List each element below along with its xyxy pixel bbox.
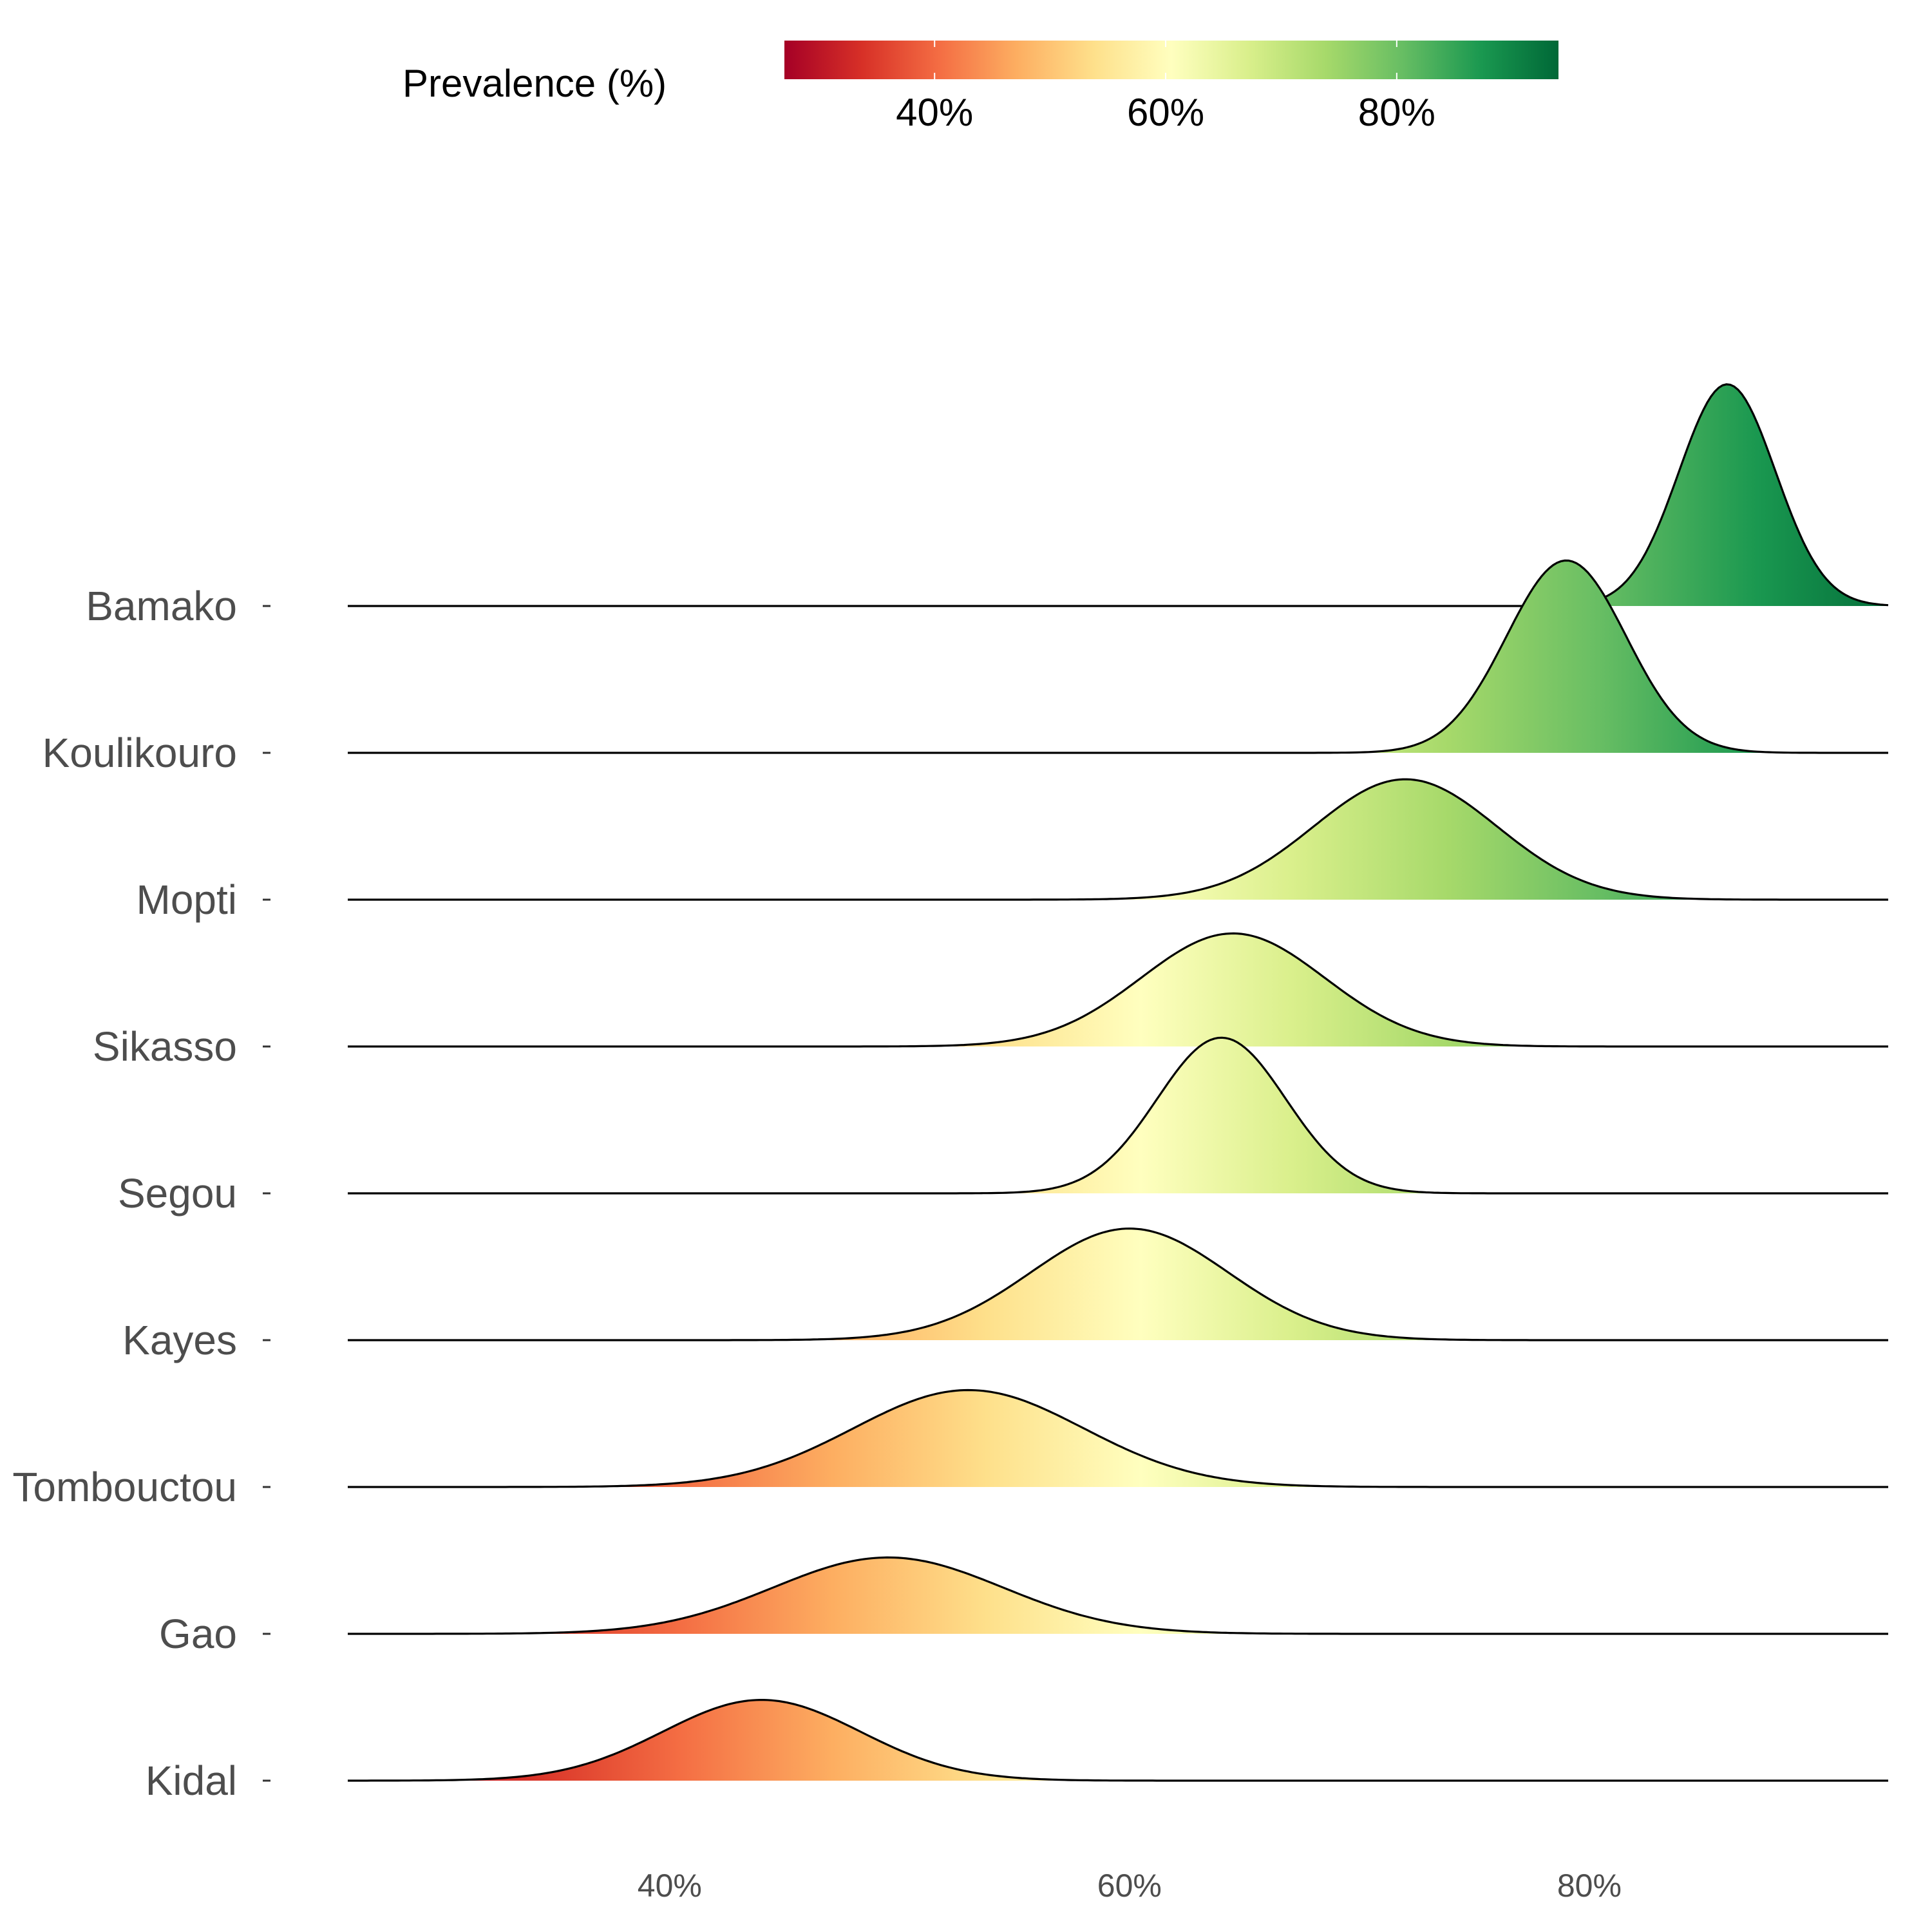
- ridge-line-segou: [348, 1036, 1888, 1195]
- legend-title: Prevalence (%): [402, 62, 667, 105]
- y-label-kayes: Kayes: [122, 1317, 237, 1363]
- y-label-mopti: Mopti: [137, 876, 238, 923]
- legend-colorbar: [784, 41, 1558, 79]
- y-label-sikasso: Sikasso: [93, 1023, 237, 1070]
- ridge-area-kayes: [348, 1228, 1888, 1340]
- y-label-koulikouro: Koulikouro: [43, 730, 237, 776]
- y-label-kidal: Kidal: [146, 1757, 237, 1804]
- x-tick-label: 80%: [1557, 1868, 1622, 1904]
- ridges: [348, 383, 1889, 1782]
- x-axis: 40% 60% 80%: [638, 1868, 1622, 1904]
- legend: Prevalence (%) 40% 60% 80%: [402, 41, 1558, 134]
- ridge-line-bamako: [348, 383, 1889, 607]
- ridge-line-sikasso: [348, 932, 1888, 1048]
- x-tick-label: 40%: [638, 1868, 702, 1904]
- legend-ticks: 40% 60% 80%: [896, 41, 1435, 134]
- y-axis: Bamako Koulikouro Mopti Sikasso Segou Kayes To…: [12, 583, 270, 1804]
- y-label-gao: Gao: [159, 1611, 237, 1657]
- ridge-line-mopti: [348, 778, 1888, 901]
- ridge-area-segou: [348, 1037, 1888, 1193]
- ridge-area-bamako: [348, 384, 1888, 606]
- legend-tick-label: 40%: [896, 91, 973, 134]
- y-label-bamako: Bamako: [86, 583, 237, 629]
- ridge-area-mopti: [348, 779, 1888, 900]
- x-tick-label: 60%: [1097, 1868, 1162, 1904]
- legend-tick-label: 60%: [1127, 91, 1204, 134]
- legend-tick-label: 80%: [1358, 91, 1435, 134]
- ridge-area-koulikouro: [348, 560, 1888, 753]
- ridge-line-kidal: [348, 1699, 1888, 1782]
- ridge-line-gao: [348, 1556, 1888, 1635]
- ridge-area-sikasso: [348, 933, 1888, 1046]
- y-label-tombouctou: Tombouctou: [12, 1464, 237, 1510]
- y-label-segou: Segou: [118, 1170, 237, 1217]
- ridge-line-tombouctou: [348, 1388, 1888, 1488]
- ridge-line-koulikouro: [348, 559, 1888, 754]
- ridge-area-gao: [348, 1557, 1888, 1634]
- ridge-area-tombouctou: [348, 1390, 1888, 1487]
- ridge-area-kidal: [348, 1700, 1888, 1781]
- ridge-line-kayes: [348, 1227, 1888, 1341]
